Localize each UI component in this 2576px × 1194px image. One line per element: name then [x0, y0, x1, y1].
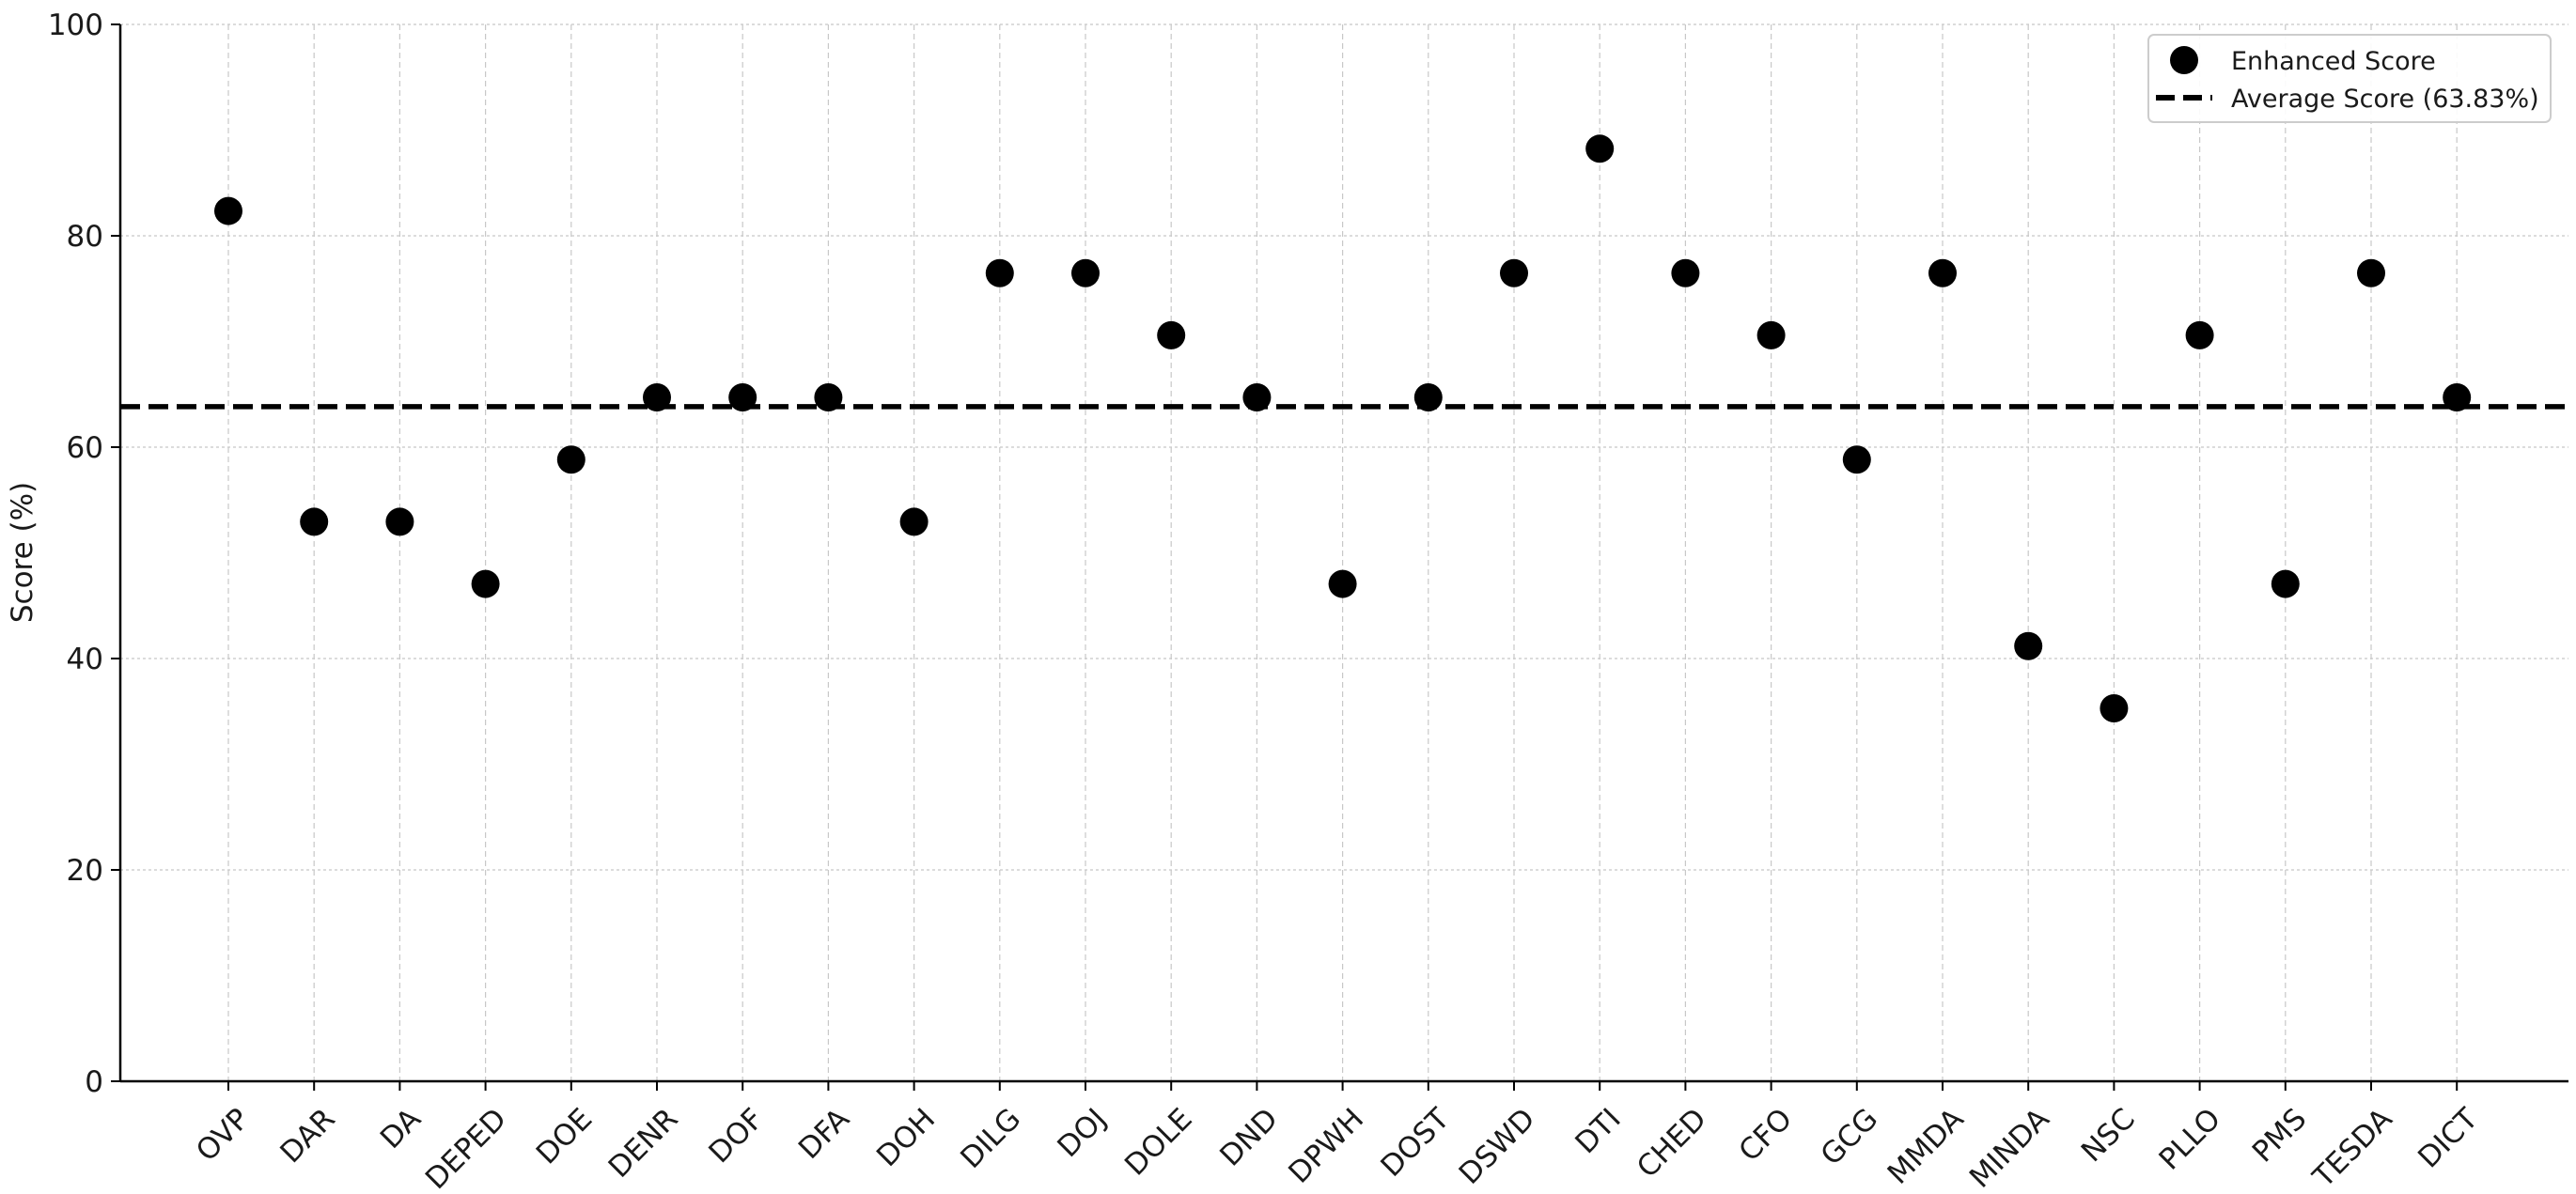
data-point-dar	[300, 507, 329, 536]
x-tick-label: PMS	[2246, 1102, 2314, 1170]
x-tick-label: PLLO	[2153, 1102, 2228, 1177]
data-point-dilg	[985, 258, 1014, 287]
data-point-pllo	[2185, 320, 2214, 349]
data-point-dfa	[814, 383, 843, 412]
data-point-gcg	[1842, 445, 1871, 474]
axes	[118, 24, 2568, 1083]
data-point-doe	[556, 445, 585, 474]
data-point-nsc	[2100, 693, 2129, 722]
data-point-pms	[2271, 569, 2300, 598]
x-tick-label: GCG	[1815, 1102, 1885, 1172]
y-tick-label: 80	[67, 220, 103, 254]
x-tick-label: DOST	[1374, 1101, 1457, 1184]
y-tick-label: 20	[67, 854, 103, 888]
x-tick-label: NSC	[2075, 1102, 2142, 1169]
legend-marker-scatter	[2170, 46, 2198, 74]
y-ticks: 0 20 40 60 80 100	[48, 8, 120, 1099]
x-tick-label: DA	[374, 1102, 428, 1155]
data-points	[214, 134, 2472, 722]
x-tick-label: MINDA	[1963, 1102, 2056, 1194]
x-tick-label: OVP	[190, 1102, 257, 1169]
data-point-dole	[1157, 320, 1186, 349]
data-point-denr	[643, 383, 671, 412]
data-point-dti	[1585, 134, 1615, 163]
data-point-dof	[728, 383, 757, 412]
y-tick-label: 100	[48, 8, 103, 42]
y-tick-label: 40	[67, 643, 103, 676]
data-point-dswd	[1500, 258, 1528, 287]
data-point-doh	[899, 507, 929, 536]
y-tick-label: 60	[67, 431, 103, 465]
y-axis-title: Score (%)	[6, 482, 39, 623]
data-point-dpwh	[1328, 569, 1357, 598]
x-tick-label: DFA	[792, 1102, 856, 1166]
data-point-minda	[2014, 631, 2043, 660]
data-point-da	[385, 507, 414, 536]
legend-box	[2147, 34, 2552, 123]
data-point-deped	[471, 569, 500, 598]
x-tick-label: MMDA	[1881, 1102, 1971, 1191]
x-tick-label: DOJ	[1051, 1102, 1113, 1164]
x-tick-label: DTI	[1569, 1102, 1628, 1160]
x-tick-label: DICT	[2412, 1101, 2485, 1174]
x-tick-label: CHED	[1631, 1102, 1713, 1185]
x-tick-label: DEPED	[419, 1102, 513, 1194]
x-tick-label: DOF	[702, 1102, 770, 1170]
x-tick-label: DENR	[602, 1102, 685, 1185]
data-point-tesda	[2357, 258, 2385, 287]
data-point-cfo	[1756, 320, 1786, 349]
data-point-mmda	[1928, 258, 1957, 287]
data-point-dost	[1413, 383, 1443, 412]
x-tick-label: DAR	[274, 1102, 342, 1170]
x-tick-label: DOLE	[1118, 1102, 1199, 1183]
data-point-dict	[2443, 383, 2472, 412]
x-tick-label: DSWD	[1453, 1102, 1542, 1191]
y-tick-label: 0	[85, 1065, 103, 1099]
x-tick-label: DND	[1213, 1102, 1285, 1173]
x-tick-label: TESDA	[2306, 1102, 2399, 1194]
legend-label-scatter: Enhanced Score	[2231, 47, 2436, 76]
grid	[120, 23, 2568, 1081]
legend: Enhanced Score Average Score (63.83%)	[2147, 34, 2552, 123]
data-point-doj	[1071, 258, 1100, 287]
x-tick-label: DOE	[530, 1102, 599, 1171]
legend-label-average: Average Score (63.83%)	[2231, 85, 2539, 114]
x-tick-label: DOH	[870, 1102, 942, 1173]
x-tick-label: DPWH	[1282, 1102, 1370, 1190]
data-point-ovp	[214, 196, 242, 225]
x-tick-label: DILG	[954, 1102, 1027, 1175]
data-point-ched	[1671, 258, 1700, 287]
data-point-dnd	[1242, 383, 1272, 412]
x-tick-label: CFO	[1732, 1102, 1799, 1169]
